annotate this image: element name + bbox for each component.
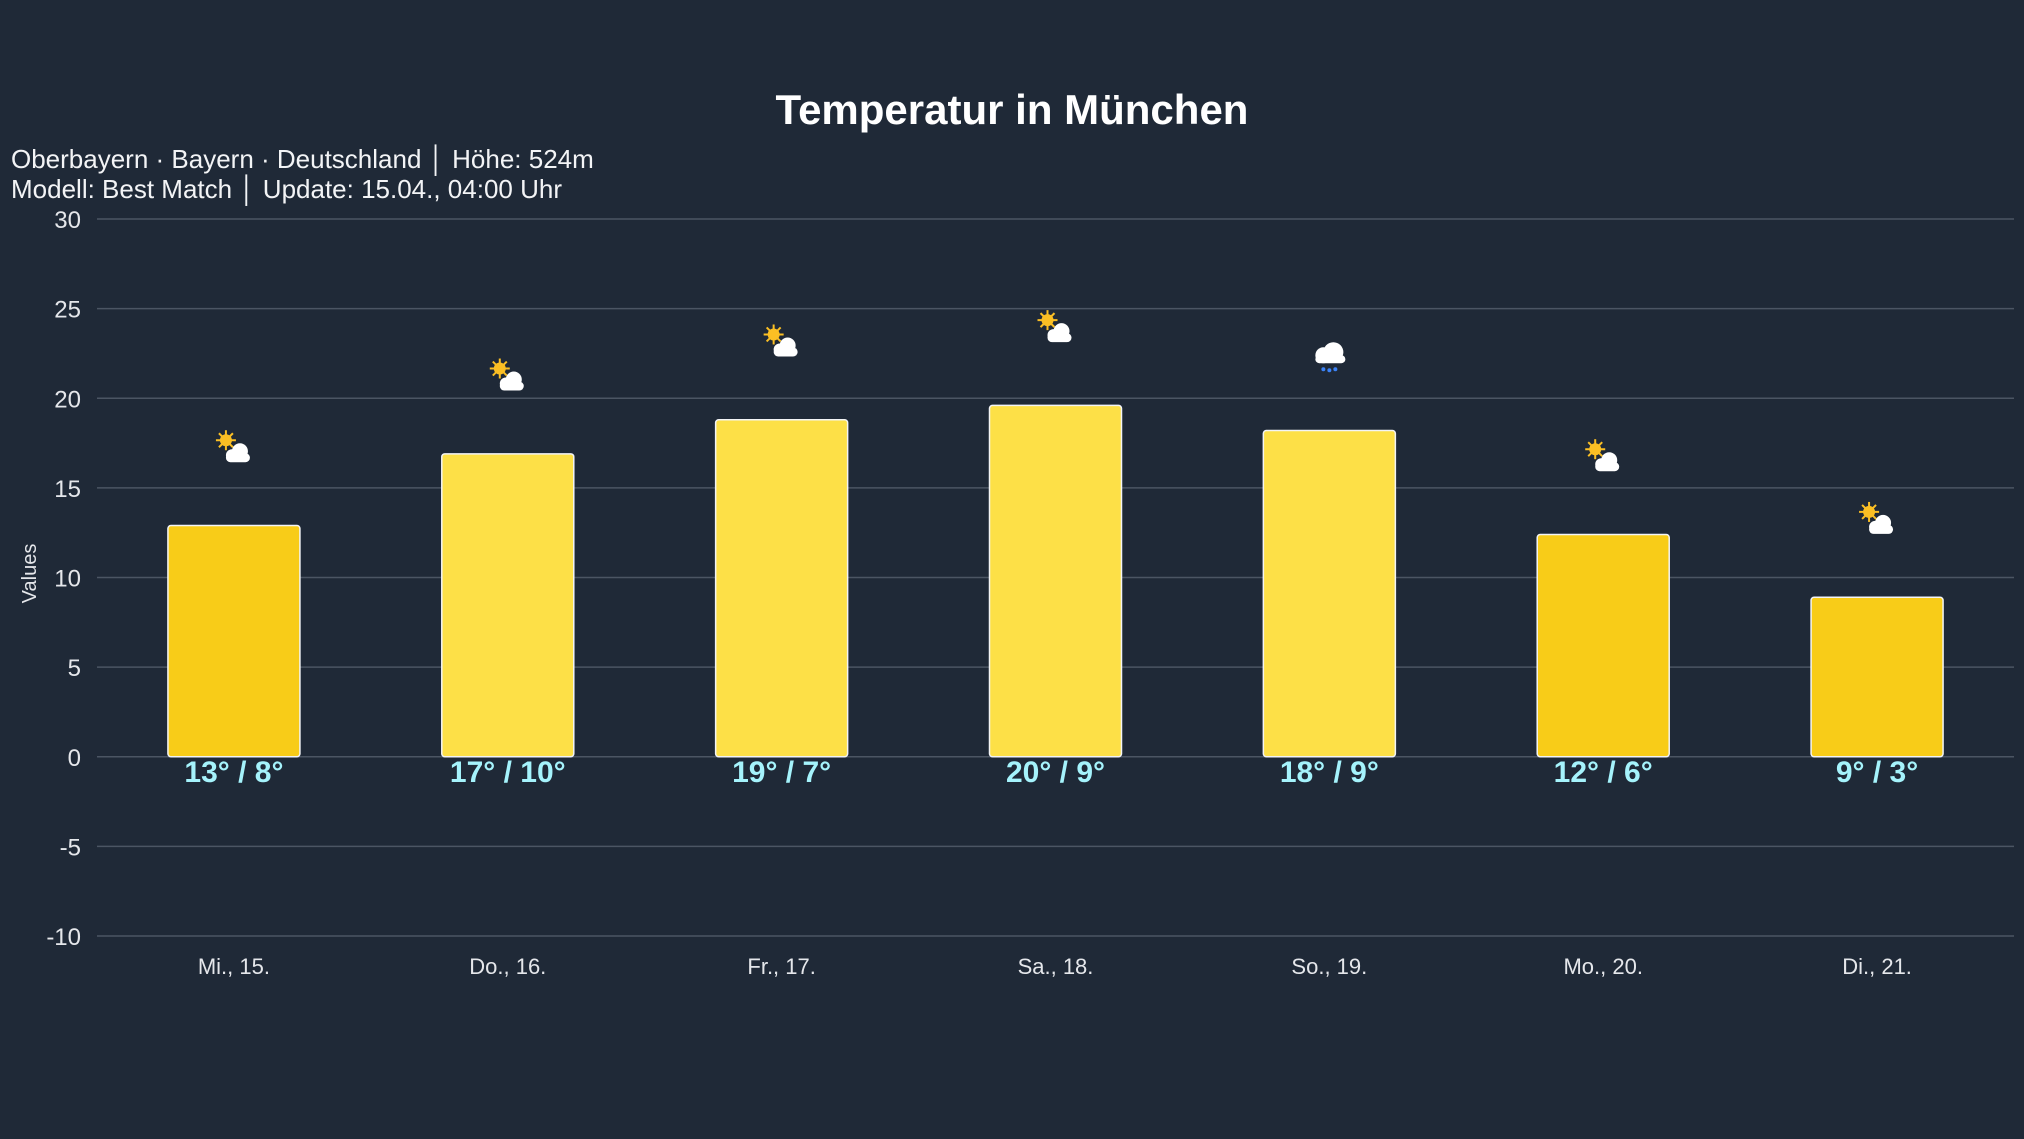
y-tick-label: 5 bbox=[68, 655, 81, 682]
bar-data-label: 19° / 7° bbox=[732, 756, 831, 789]
bar bbox=[167, 524, 301, 758]
chart-subtitle-model: Modell: Best Match │ Update: 15.04., 04:… bbox=[11, 174, 562, 204]
chart-subtitle-location: Oberbayern · Bayern · Deutschland │ Höhe… bbox=[11, 144, 594, 174]
sun-behind-cloud-icon bbox=[489, 358, 524, 391]
y-tick-label: 10 bbox=[54, 566, 81, 593]
x-tick-label: Fr., 17. bbox=[747, 954, 815, 979]
bar bbox=[1536, 533, 1670, 758]
y-tick-label: 25 bbox=[54, 297, 81, 324]
bar-data-label: 18° / 9° bbox=[1280, 756, 1379, 789]
bar-data-label: 12° / 6° bbox=[1554, 756, 1653, 789]
bar-data-label: 17° / 10° bbox=[450, 756, 566, 789]
x-tick-label: Sa., 18. bbox=[1018, 954, 1094, 979]
x-tick-label: Di., 21. bbox=[1842, 954, 1912, 979]
bar bbox=[1810, 596, 1944, 758]
x-tick-label: Do., 16. bbox=[469, 954, 546, 979]
sun-behind-cloud-icon bbox=[215, 430, 250, 463]
y-tick-label: -10 bbox=[46, 924, 81, 951]
bar bbox=[1262, 429, 1397, 758]
bar bbox=[441, 453, 575, 758]
sun-behind-cloud-icon bbox=[1037, 310, 1072, 343]
y-tick-label: -5 bbox=[60, 834, 81, 861]
sun-behind-cloud-icon bbox=[1585, 439, 1620, 472]
sun-behind-cloud-icon bbox=[1859, 501, 1894, 534]
x-tick-label: Mo., 20. bbox=[1563, 954, 1642, 979]
bar-data-label: 13° / 8° bbox=[184, 756, 283, 789]
y-axis-label: Values bbox=[19, 544, 41, 604]
y-tick-label: 15 bbox=[54, 476, 81, 503]
x-tick-label: Mi., 15. bbox=[198, 954, 270, 979]
bar-data-label: 9° / 3° bbox=[1836, 756, 1918, 789]
bar-data-label: 20° / 9° bbox=[1006, 756, 1105, 789]
chart-title: Temperatur in München bbox=[775, 86, 1249, 133]
y-tick-label: 30 bbox=[54, 207, 81, 234]
bar bbox=[714, 419, 849, 758]
x-tick-label: So., 19. bbox=[1291, 954, 1367, 979]
sun-behind-cloud-icon bbox=[763, 324, 798, 357]
bar bbox=[988, 404, 1123, 758]
y-tick-label: 20 bbox=[54, 386, 81, 413]
y-tick-label: 0 bbox=[68, 745, 81, 772]
rain-cloud-icon bbox=[1315, 342, 1346, 373]
